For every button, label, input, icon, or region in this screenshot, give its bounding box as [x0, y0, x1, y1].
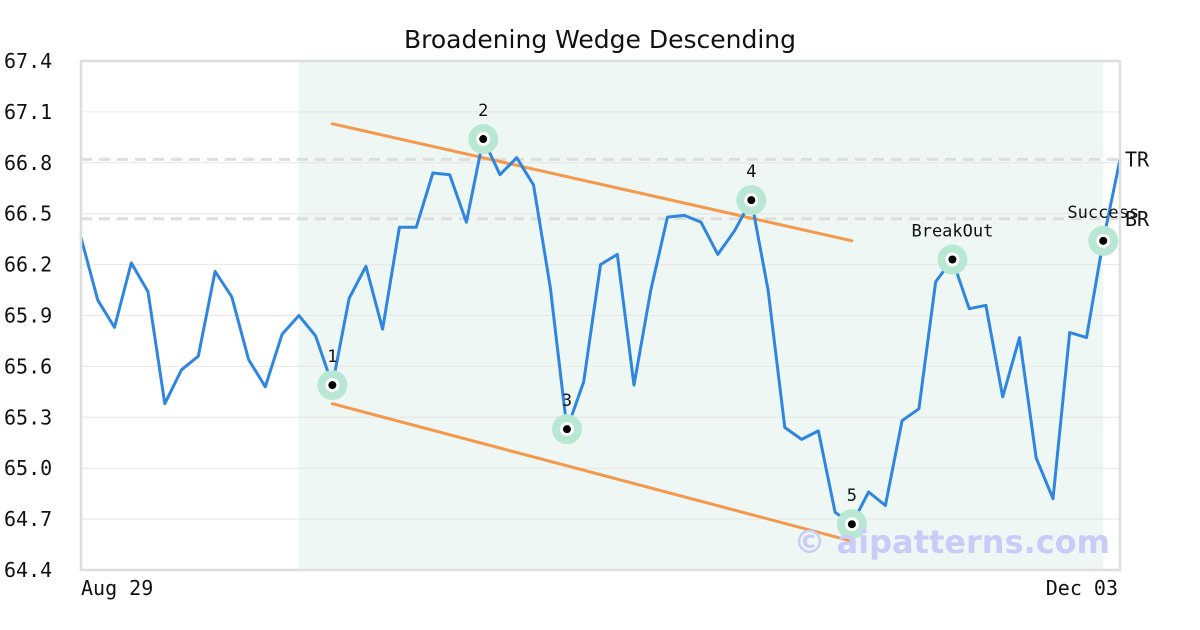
plot-frame	[79, 59, 1122, 572]
y-tick-label: 64.4	[4, 558, 52, 582]
watermark-text: © aipatterns.com	[793, 523, 1110, 561]
y-tick-label: 67.1	[4, 100, 52, 124]
y-tick-label: 67.4	[4, 49, 52, 73]
y-tick-label: 66.8	[4, 151, 52, 175]
pattern-point-label: 2	[478, 101, 488, 121]
pattern-point-dot	[328, 381, 337, 390]
pattern-point-label: 1	[327, 347, 337, 367]
pattern-point-label: 4	[746, 162, 756, 182]
reference-label-br: BR	[1125, 207, 1150, 231]
y-tick-label: 66.5	[4, 202, 52, 226]
y-tick-label: 64.7	[4, 507, 52, 531]
pattern-point-dot	[562, 425, 571, 434]
pattern-point-label: 3	[562, 391, 572, 411]
pattern-point-dot	[1099, 236, 1108, 245]
x-tick-label: Dec 03	[1046, 576, 1118, 600]
y-tick-label: 65.6	[4, 354, 52, 378]
pattern-point-dot	[948, 255, 957, 264]
pattern-point-dot	[747, 196, 756, 205]
pattern-point-label: 5	[847, 486, 857, 506]
pattern-point-label: BreakOut	[911, 222, 993, 242]
y-tick-label: 65.0	[4, 456, 52, 480]
pattern-point-dot	[847, 520, 856, 529]
y-tick-label: 66.2	[4, 253, 52, 277]
reference-label-tr: TR	[1125, 147, 1150, 171]
y-tick-label: 65.3	[4, 405, 52, 429]
pattern-point-dot	[479, 135, 488, 144]
lower-trendline	[330, 402, 854, 543]
chart-title: Broadening Wedge Descending	[404, 25, 796, 54]
x-tick-label: Aug 29	[81, 576, 153, 600]
y-tick-label: 65.9	[4, 304, 52, 328]
upper-trendline	[330, 122, 854, 243]
